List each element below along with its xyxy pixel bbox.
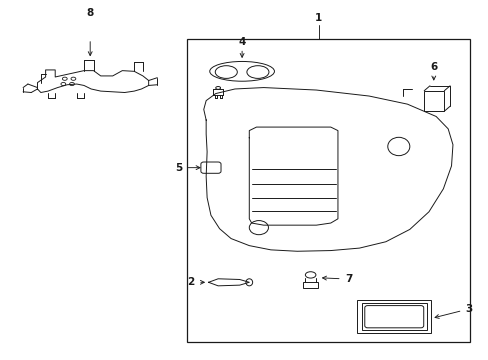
Text: 3: 3 bbox=[464, 304, 471, 314]
Bar bbox=[186, 39, 469, 342]
Text: 7: 7 bbox=[345, 274, 352, 284]
Text: 6: 6 bbox=[429, 62, 437, 72]
Text: 4: 4 bbox=[238, 37, 245, 47]
Bar bbox=[424, 91, 444, 111]
Bar bbox=[361, 303, 426, 330]
Bar bbox=[356, 300, 430, 333]
Text: 8: 8 bbox=[86, 8, 94, 18]
Text: 1: 1 bbox=[314, 13, 322, 23]
Bar bbox=[303, 282, 318, 288]
Text: 5: 5 bbox=[174, 163, 182, 173]
Text: 2: 2 bbox=[187, 277, 194, 287]
